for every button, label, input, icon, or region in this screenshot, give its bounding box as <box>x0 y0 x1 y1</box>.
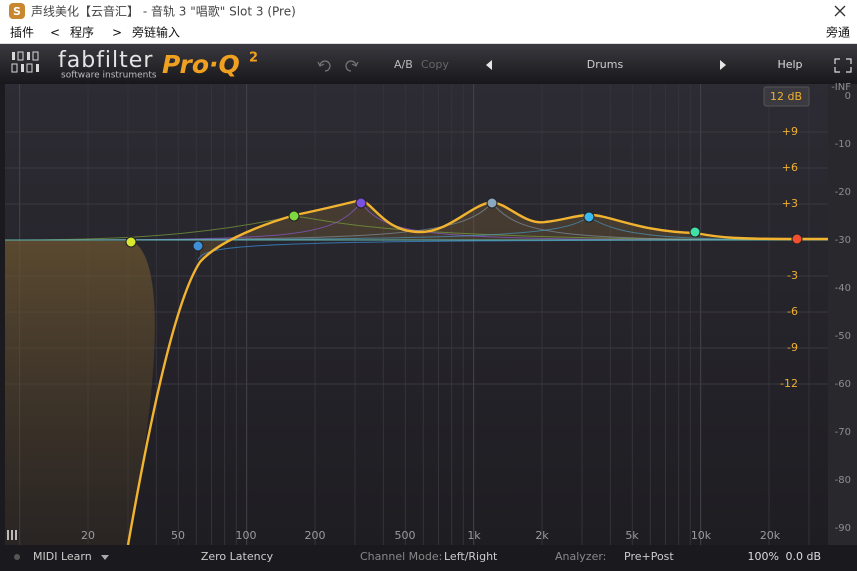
preset-prev[interactable] <box>486 60 492 70</box>
midi-indicator <box>14 554 20 560</box>
window-title: 声线美化【云音汇】 - 音轨 3 "唱歌" Slot 3 (Pre) <box>31 4 296 19</box>
brand-name: fabfilter <box>58 48 153 73</box>
band-node[interactable] <box>689 226 701 238</box>
product-version: 2 <box>249 51 258 66</box>
band-node[interactable] <box>583 211 595 223</box>
gain-label: -9 <box>787 341 798 354</box>
analyzer-mode[interactable]: Pre+Post <box>624 550 674 563</box>
level-label: -30 <box>835 235 851 246</box>
freq-label: 20 <box>81 529 95 542</box>
ab-button[interactable]: A/B <box>394 58 413 71</box>
level-label: -70 <box>835 427 851 438</box>
midi-dropdown[interactable] <box>101 555 109 560</box>
status-bar <box>0 545 857 571</box>
band-node[interactable] <box>791 233 803 245</box>
preset-name[interactable]: Drums <box>587 58 624 71</box>
band-node[interactable] <box>192 240 204 252</box>
gain-label: -3 <box>787 269 798 282</box>
menu-item[interactable]: 插件 <box>10 26 34 40</box>
product-name: Pro·Q <box>162 50 240 79</box>
midi-learn[interactable]: MIDI Learn <box>33 550 92 563</box>
level-label: -20 <box>835 187 851 198</box>
band-node[interactable] <box>125 236 137 248</box>
gain-label: +9 <box>782 125 798 138</box>
freq-label: 20k <box>760 529 781 542</box>
freq-label: 2k <box>535 529 549 542</box>
freq-label: 100 <box>236 529 257 542</box>
level-label: -40 <box>835 283 851 294</box>
level-label: -50 <box>835 331 851 342</box>
level-label: 0 <box>845 91 851 102</box>
band-node[interactable] <box>486 197 498 209</box>
freq-label: 500 <box>395 529 416 542</box>
help-button[interactable]: Help <box>777 58 802 71</box>
zoom-level[interactable]: 100% <box>748 550 779 563</box>
brand-logo-icon <box>11 51 39 73</box>
latency-mode[interactable]: Zero Latency <box>201 550 274 563</box>
menu-item[interactable]: < <box>50 26 60 40</box>
level-label: -90 <box>835 523 851 534</box>
channel-mode[interactable]: Left/Right <box>444 550 498 563</box>
gain-label: +6 <box>782 161 798 174</box>
band-nodes[interactable] <box>125 197 803 252</box>
menu-bar <box>0 22 857 44</box>
lowcut-fill <box>5 240 155 545</box>
freq-label: 200 <box>305 529 326 542</box>
level-label: -10 <box>835 139 851 150</box>
band-node[interactable] <box>288 210 300 222</box>
analyzer-label: Analyzer: <box>555 550 606 563</box>
gain-label: +3 <box>782 197 798 210</box>
menu-bypass[interactable]: 旁通 <box>826 25 850 40</box>
level-meter-column <box>828 84 857 545</box>
freq-label: 10k <box>691 529 712 542</box>
freq-label: 1k <box>467 529 481 542</box>
title-bar <box>0 0 857 22</box>
undo-button[interactable] <box>317 60 331 72</box>
fullscreen-button[interactable] <box>834 58 852 73</box>
band-node[interactable] <box>355 197 367 209</box>
plugin-header <box>0 44 857 84</box>
range-label[interactable]: 12 dB <box>770 90 802 103</box>
level-label: -80 <box>835 475 851 486</box>
menu-item[interactable]: 程序 <box>70 25 94 40</box>
menu-item[interactable]: 旁链输入 <box>132 25 180 40</box>
gain-label: -6 <box>787 305 798 318</box>
preset-next[interactable] <box>720 60 726 70</box>
freq-label: 50 <box>171 529 185 542</box>
level-label: -INF <box>831 82 851 93</box>
brand-tagline: software instruments <box>61 71 157 81</box>
app-icon-glyph: S <box>13 5 21 18</box>
app-icon <box>9 3 25 19</box>
piano-icon <box>7 530 17 540</box>
freq-label: 5k <box>625 529 639 542</box>
redo-button[interactable] <box>345 60 359 72</box>
channel-mode-label: Channel Mode: <box>360 550 442 563</box>
menu-item[interactable]: > <box>112 26 122 40</box>
copy-button[interactable]: Copy <box>421 58 449 71</box>
eq-curve <box>126 198 828 546</box>
output-gain[interactable]: 0.0 dB <box>785 550 821 563</box>
close-button[interactable] <box>834 5 846 17</box>
range-button[interactable] <box>763 86 810 107</box>
gain-label: -12 <box>780 377 798 390</box>
level-label: -60 <box>835 379 851 390</box>
boost-fill <box>200 200 797 262</box>
